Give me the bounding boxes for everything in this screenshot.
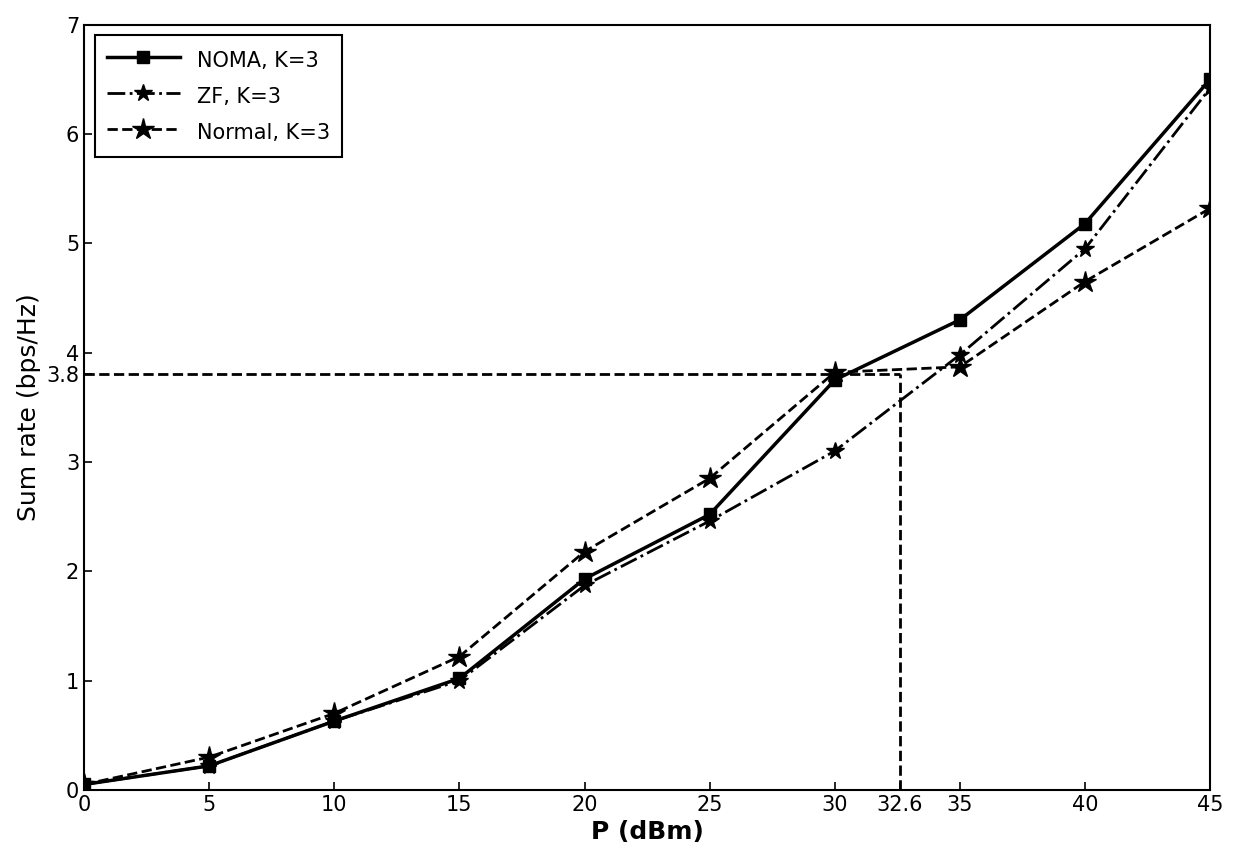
ZF, K=3 — [1078, 244, 1092, 254]
Line: NOMA, K=3: NOMA, K=3 — [78, 74, 1215, 790]
NOMA, K=3 — [1078, 219, 1092, 229]
Normal, K=3 — [1078, 276, 1092, 287]
Line: Normal, K=3: Normal, K=3 — [73, 197, 1221, 796]
Line: ZF, K=3: ZF, K=3 — [76, 79, 1219, 794]
NOMA, K=3 — [202, 761, 217, 771]
Normal, K=3 — [1203, 203, 1218, 214]
ZF, K=3 — [577, 580, 591, 591]
Normal, K=3 — [702, 474, 717, 484]
ZF, K=3 — [451, 675, 466, 685]
NOMA, K=3 — [77, 779, 92, 790]
ZF, K=3 — [827, 446, 842, 456]
NOMA, K=3 — [1203, 74, 1218, 84]
NOMA, K=3 — [952, 314, 967, 325]
Normal, K=3 — [577, 547, 591, 557]
NOMA, K=3 — [451, 673, 466, 684]
ZF, K=3 — [702, 516, 717, 526]
ZF, K=3 — [77, 779, 92, 790]
Normal, K=3 — [952, 362, 967, 372]
ZF, K=3 — [1203, 83, 1218, 93]
Legend: NOMA, K=3, ZF, K=3, Normal, K=3: NOMA, K=3, ZF, K=3, Normal, K=3 — [94, 35, 342, 158]
NOMA, K=3 — [702, 509, 717, 519]
Normal, K=3 — [827, 367, 842, 377]
Y-axis label: Sum rate (bps/Hz): Sum rate (bps/Hz) — [16, 294, 41, 521]
Normal, K=3 — [202, 752, 217, 762]
Normal, K=3 — [327, 709, 342, 719]
ZF, K=3 — [202, 761, 217, 771]
X-axis label: P (dBm): P (dBm) — [590, 821, 703, 845]
Normal, K=3 — [451, 652, 466, 662]
NOMA, K=3 — [327, 715, 342, 726]
ZF, K=3 — [952, 350, 967, 360]
NOMA, K=3 — [577, 573, 591, 584]
NOMA, K=3 — [827, 375, 842, 385]
ZF, K=3 — [327, 715, 342, 726]
Normal, K=3 — [77, 779, 92, 790]
